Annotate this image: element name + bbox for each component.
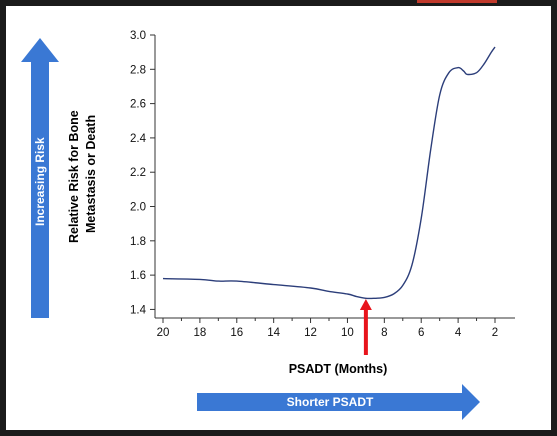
y-tick-label: 3.0 bbox=[130, 30, 146, 42]
y-axis-title-line2: Metastasis or Death bbox=[84, 115, 98, 233]
y-tick-label: 2.8 bbox=[130, 64, 146, 76]
x-tick-label: 6 bbox=[418, 327, 424, 339]
increasing-risk-label: Increasing Risk bbox=[33, 137, 47, 226]
x-tick-label: 16 bbox=[230, 327, 243, 339]
x-tick-label: 12 bbox=[304, 327, 317, 339]
shorter-psadt-arrow: Shorter PSADT bbox=[197, 384, 480, 420]
risk-series-line bbox=[162, 46, 496, 300]
x-tick-label: 14 bbox=[267, 327, 280, 339]
top-accent-bar bbox=[417, 0, 497, 3]
y-ticks: 3.0 2.8 2.6 2.4 2.2 2.0 1.8 1.6 1.4 bbox=[130, 30, 155, 316]
red-arrow-head bbox=[359, 299, 372, 310]
x-tick-label: 8 bbox=[381, 327, 387, 339]
red-arrow-shaft bbox=[363, 308, 368, 355]
y-tick-label: 1.8 bbox=[130, 236, 146, 248]
shorter-psadt-label: Shorter PSADT bbox=[287, 395, 374, 409]
increasing-risk-arrow: Increasing Risk bbox=[21, 38, 59, 318]
x-tick-label: 2 bbox=[492, 327, 498, 339]
x-tick-label: 20 bbox=[157, 327, 170, 339]
y-tick-label: 2.6 bbox=[130, 99, 146, 111]
x-axis-title: PSADT (Months) bbox=[289, 362, 388, 376]
x-ticks: 20 18 16 14 12 10 8 6 4 2 bbox=[157, 318, 498, 339]
psadt-threshold-arrow bbox=[359, 299, 372, 355]
y-tick-label: 2.2 bbox=[130, 167, 146, 179]
x-tick-label: 18 bbox=[193, 327, 206, 339]
chart-frame bbox=[6, 6, 551, 430]
y-tick-label: 2.4 bbox=[130, 133, 147, 145]
y-axis-title-line1: Relative Risk for Bone bbox=[67, 110, 81, 243]
y-tick-label: 1.6 bbox=[130, 270, 146, 282]
x-tick-label: 10 bbox=[341, 327, 354, 339]
y-tick-label: 1.4 bbox=[130, 304, 147, 316]
y-tick-label: 2.0 bbox=[130, 202, 146, 214]
x-tick-label: 4 bbox=[455, 327, 462, 339]
